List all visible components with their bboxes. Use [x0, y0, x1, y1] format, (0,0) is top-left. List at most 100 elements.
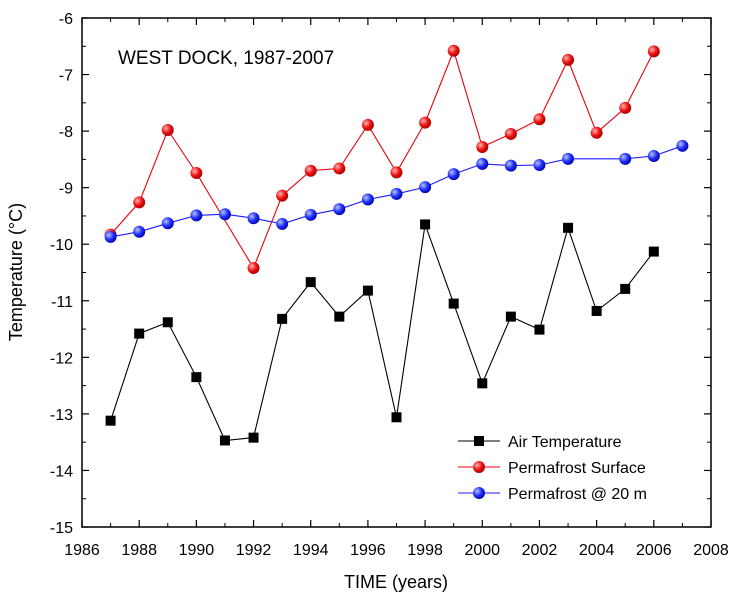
point-permafrost-surface: [473, 461, 485, 473]
point-air-temperature: [648, 246, 659, 257]
point-permafrost-surface: [619, 101, 632, 114]
x-tick-label: 2004: [579, 542, 615, 559]
legend-label: Air Temperature: [508, 434, 622, 451]
point-permafrost-20-m: [419, 181, 432, 194]
point-permafrost-20-m: [133, 225, 146, 238]
point-permafrost-surface: [647, 45, 660, 58]
point-permafrost-surface: [390, 166, 403, 179]
point-permafrost-20-m: [333, 203, 346, 216]
y-tick-label: -6: [59, 11, 73, 28]
point-air-temperature: [563, 222, 574, 233]
x-tick-label: 1988: [121, 542, 157, 559]
y-tick-label: -8: [59, 124, 73, 141]
chart-annotation: WEST DOCK, 1987-2007: [118, 48, 334, 69]
point-air-temperature: [362, 285, 373, 296]
x-tick-label: 1994: [293, 542, 329, 559]
point-air-temperature: [448, 298, 459, 309]
point-permafrost-surface: [276, 189, 289, 202]
legend-label: Permafrost Surface: [508, 460, 646, 477]
point-air-temperature: [305, 277, 316, 288]
point-permafrost-20-m: [218, 208, 231, 221]
y-tick-label: -12: [50, 350, 73, 367]
x-tick-label: 2002: [522, 542, 558, 559]
point-permafrost-surface: [247, 261, 260, 274]
point-permafrost-20-m: [676, 139, 689, 152]
point-permafrost-surface: [161, 123, 174, 136]
point-permafrost-surface: [533, 113, 546, 126]
point-air-temperature: [277, 313, 288, 324]
legend-label: Permafrost @ 20 m: [508, 486, 647, 503]
point-air-temperature: [248, 432, 259, 443]
point-air-temperature: [474, 436, 484, 446]
point-air-temperature: [105, 415, 116, 426]
point-permafrost-20-m: [473, 487, 485, 499]
point-permafrost-surface: [333, 162, 346, 175]
point-permafrost-20-m: [647, 149, 660, 162]
series-permafrost-surface: [104, 44, 660, 274]
series-permafrost-20-m: [104, 139, 689, 243]
point-permafrost-20-m: [104, 230, 117, 243]
y-tick-label: -14: [50, 463, 73, 480]
point-permafrost-surface: [504, 127, 517, 140]
y-tick-label: -9: [59, 181, 73, 198]
point-air-temperature: [477, 378, 488, 389]
point-air-temperature: [591, 305, 602, 316]
point-permafrost-surface: [590, 126, 603, 139]
point-permafrost-20-m: [504, 159, 517, 172]
y-axis-title: Temperature (°C): [6, 203, 26, 341]
y-tick-label: -15: [50, 520, 73, 537]
point-permafrost-surface: [447, 44, 460, 57]
series-line-air-temperature: [110, 224, 655, 442]
point-permafrost-20-m: [247, 212, 260, 225]
point-permafrost-surface: [562, 53, 575, 66]
point-permafrost-surface: [304, 164, 317, 177]
y-tick-label: -10: [50, 237, 73, 254]
point-air-temperature: [134, 328, 145, 339]
legend: Air Temperature Permafrost Surface Permafr…: [458, 434, 647, 503]
point-permafrost-20-m: [562, 152, 575, 165]
point-permafrost-20-m: [619, 152, 632, 165]
point-air-temperature: [505, 311, 516, 322]
point-air-temperature: [191, 372, 202, 383]
point-permafrost-surface: [190, 166, 203, 179]
x-axis-title: TIME (years): [344, 572, 448, 592]
point-permafrost-20-m: [276, 217, 289, 230]
x-tick-label: 1986: [64, 542, 100, 559]
x-tick-label: 2000: [464, 542, 500, 559]
axes: 1986 1988 1990 1992 1994 1996 1998 2000 2002 2004…: [50, 11, 729, 559]
point-permafrost-20-m: [447, 168, 460, 181]
point-air-temperature: [334, 311, 345, 322]
point-air-temperature: [420, 219, 431, 230]
point-permafrost-20-m: [304, 208, 317, 221]
legend-item-permafrost-surface: Permafrost Surface: [458, 460, 646, 477]
point-permafrost-20-m: [390, 187, 403, 200]
point-permafrost-20-m: [533, 159, 546, 172]
x-tick-label: 2006: [636, 542, 672, 559]
point-permafrost-20-m: [161, 217, 174, 230]
legend-item-permafrost-20-m: Permafrost @ 20 m: [458, 486, 647, 503]
x-tick-label: 1990: [179, 542, 215, 559]
point-permafrost-20-m: [361, 193, 374, 206]
point-air-temperature: [219, 435, 230, 446]
point-permafrost-surface: [133, 196, 146, 209]
point-permafrost-20-m: [476, 157, 489, 170]
x-tick-label: 1992: [236, 542, 272, 559]
y-tick-label: -13: [50, 407, 73, 424]
series-air-temperature: [105, 219, 659, 446]
point-permafrost-surface: [419, 116, 432, 129]
x-tick-label: 1998: [407, 542, 443, 559]
x-tick-label: 1996: [350, 542, 386, 559]
x-tick-label: 2008: [693, 542, 729, 559]
y-tick-label: -7: [59, 68, 73, 85]
point-permafrost-surface: [476, 140, 489, 153]
point-air-temperature: [162, 317, 173, 328]
point-air-temperature: [534, 324, 545, 335]
y-tick-label: -11: [51, 294, 73, 311]
point-permafrost-20-m: [190, 209, 203, 222]
point-air-temperature: [391, 412, 402, 423]
series-layer: [104, 44, 689, 446]
point-air-temperature: [620, 283, 631, 294]
point-permafrost-surface: [361, 118, 374, 131]
